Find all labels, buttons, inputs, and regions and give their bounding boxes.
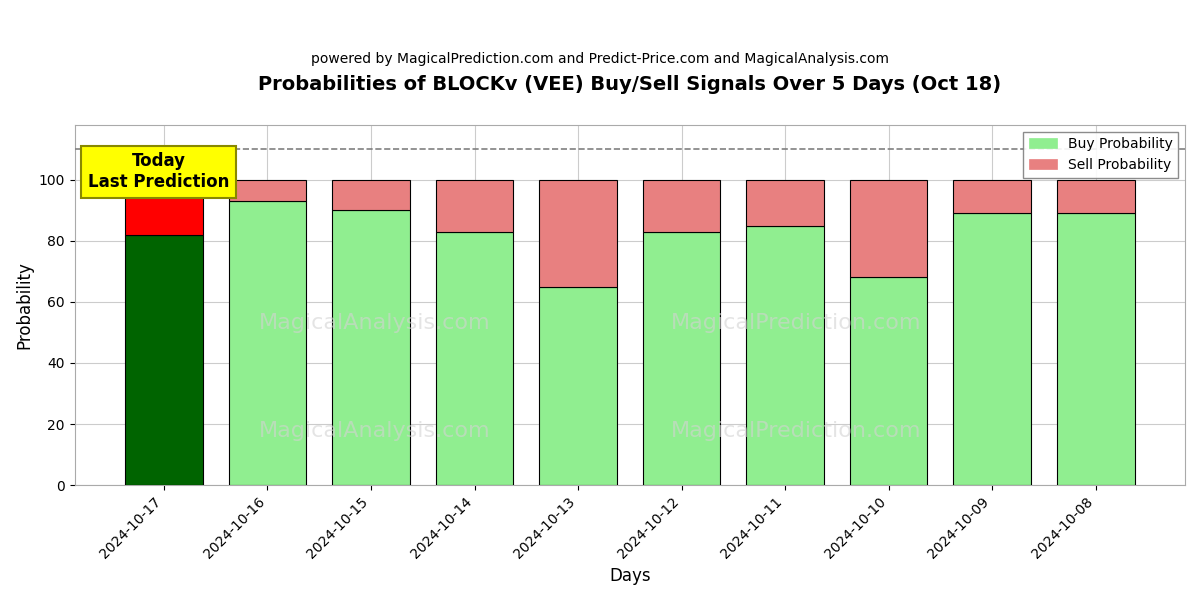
Text: MagicalPrediction.com: MagicalPrediction.com bbox=[671, 313, 922, 333]
Bar bbox=[746, 226, 824, 485]
Text: MagicalAnalysis.com: MagicalAnalysis.com bbox=[259, 313, 491, 333]
Bar bbox=[1057, 180, 1134, 214]
Bar bbox=[229, 201, 306, 485]
Bar bbox=[953, 214, 1031, 485]
Text: MagicalAnalysis.com: MagicalAnalysis.com bbox=[259, 421, 491, 441]
Bar bbox=[125, 180, 203, 235]
Bar bbox=[953, 180, 1031, 214]
Bar bbox=[229, 180, 306, 201]
Bar bbox=[436, 232, 514, 485]
Bar bbox=[850, 277, 928, 485]
X-axis label: Days: Days bbox=[610, 567, 650, 585]
Bar bbox=[332, 180, 410, 210]
Bar bbox=[539, 180, 617, 287]
Bar bbox=[850, 180, 928, 277]
Title: Probabilities of BLOCKv (VEE) Buy/Sell Signals Over 5 Days (Oct 18): Probabilities of BLOCKv (VEE) Buy/Sell S… bbox=[258, 75, 1001, 94]
Bar bbox=[643, 232, 720, 485]
Bar bbox=[746, 180, 824, 226]
Text: powered by MagicalPrediction.com and Predict-Price.com and MagicalAnalysis.com: powered by MagicalPrediction.com and Pre… bbox=[311, 52, 889, 66]
Bar bbox=[1057, 214, 1134, 485]
Bar bbox=[332, 210, 410, 485]
Bar bbox=[539, 287, 617, 485]
Bar bbox=[643, 180, 720, 232]
Bar bbox=[436, 180, 514, 232]
Y-axis label: Probability: Probability bbox=[16, 261, 34, 349]
Text: Today
Last Prediction: Today Last Prediction bbox=[88, 152, 229, 191]
Legend: Buy Probability, Sell Probability: Buy Probability, Sell Probability bbox=[1024, 131, 1178, 178]
Bar bbox=[125, 235, 203, 485]
Text: MagicalPrediction.com: MagicalPrediction.com bbox=[671, 421, 922, 441]
